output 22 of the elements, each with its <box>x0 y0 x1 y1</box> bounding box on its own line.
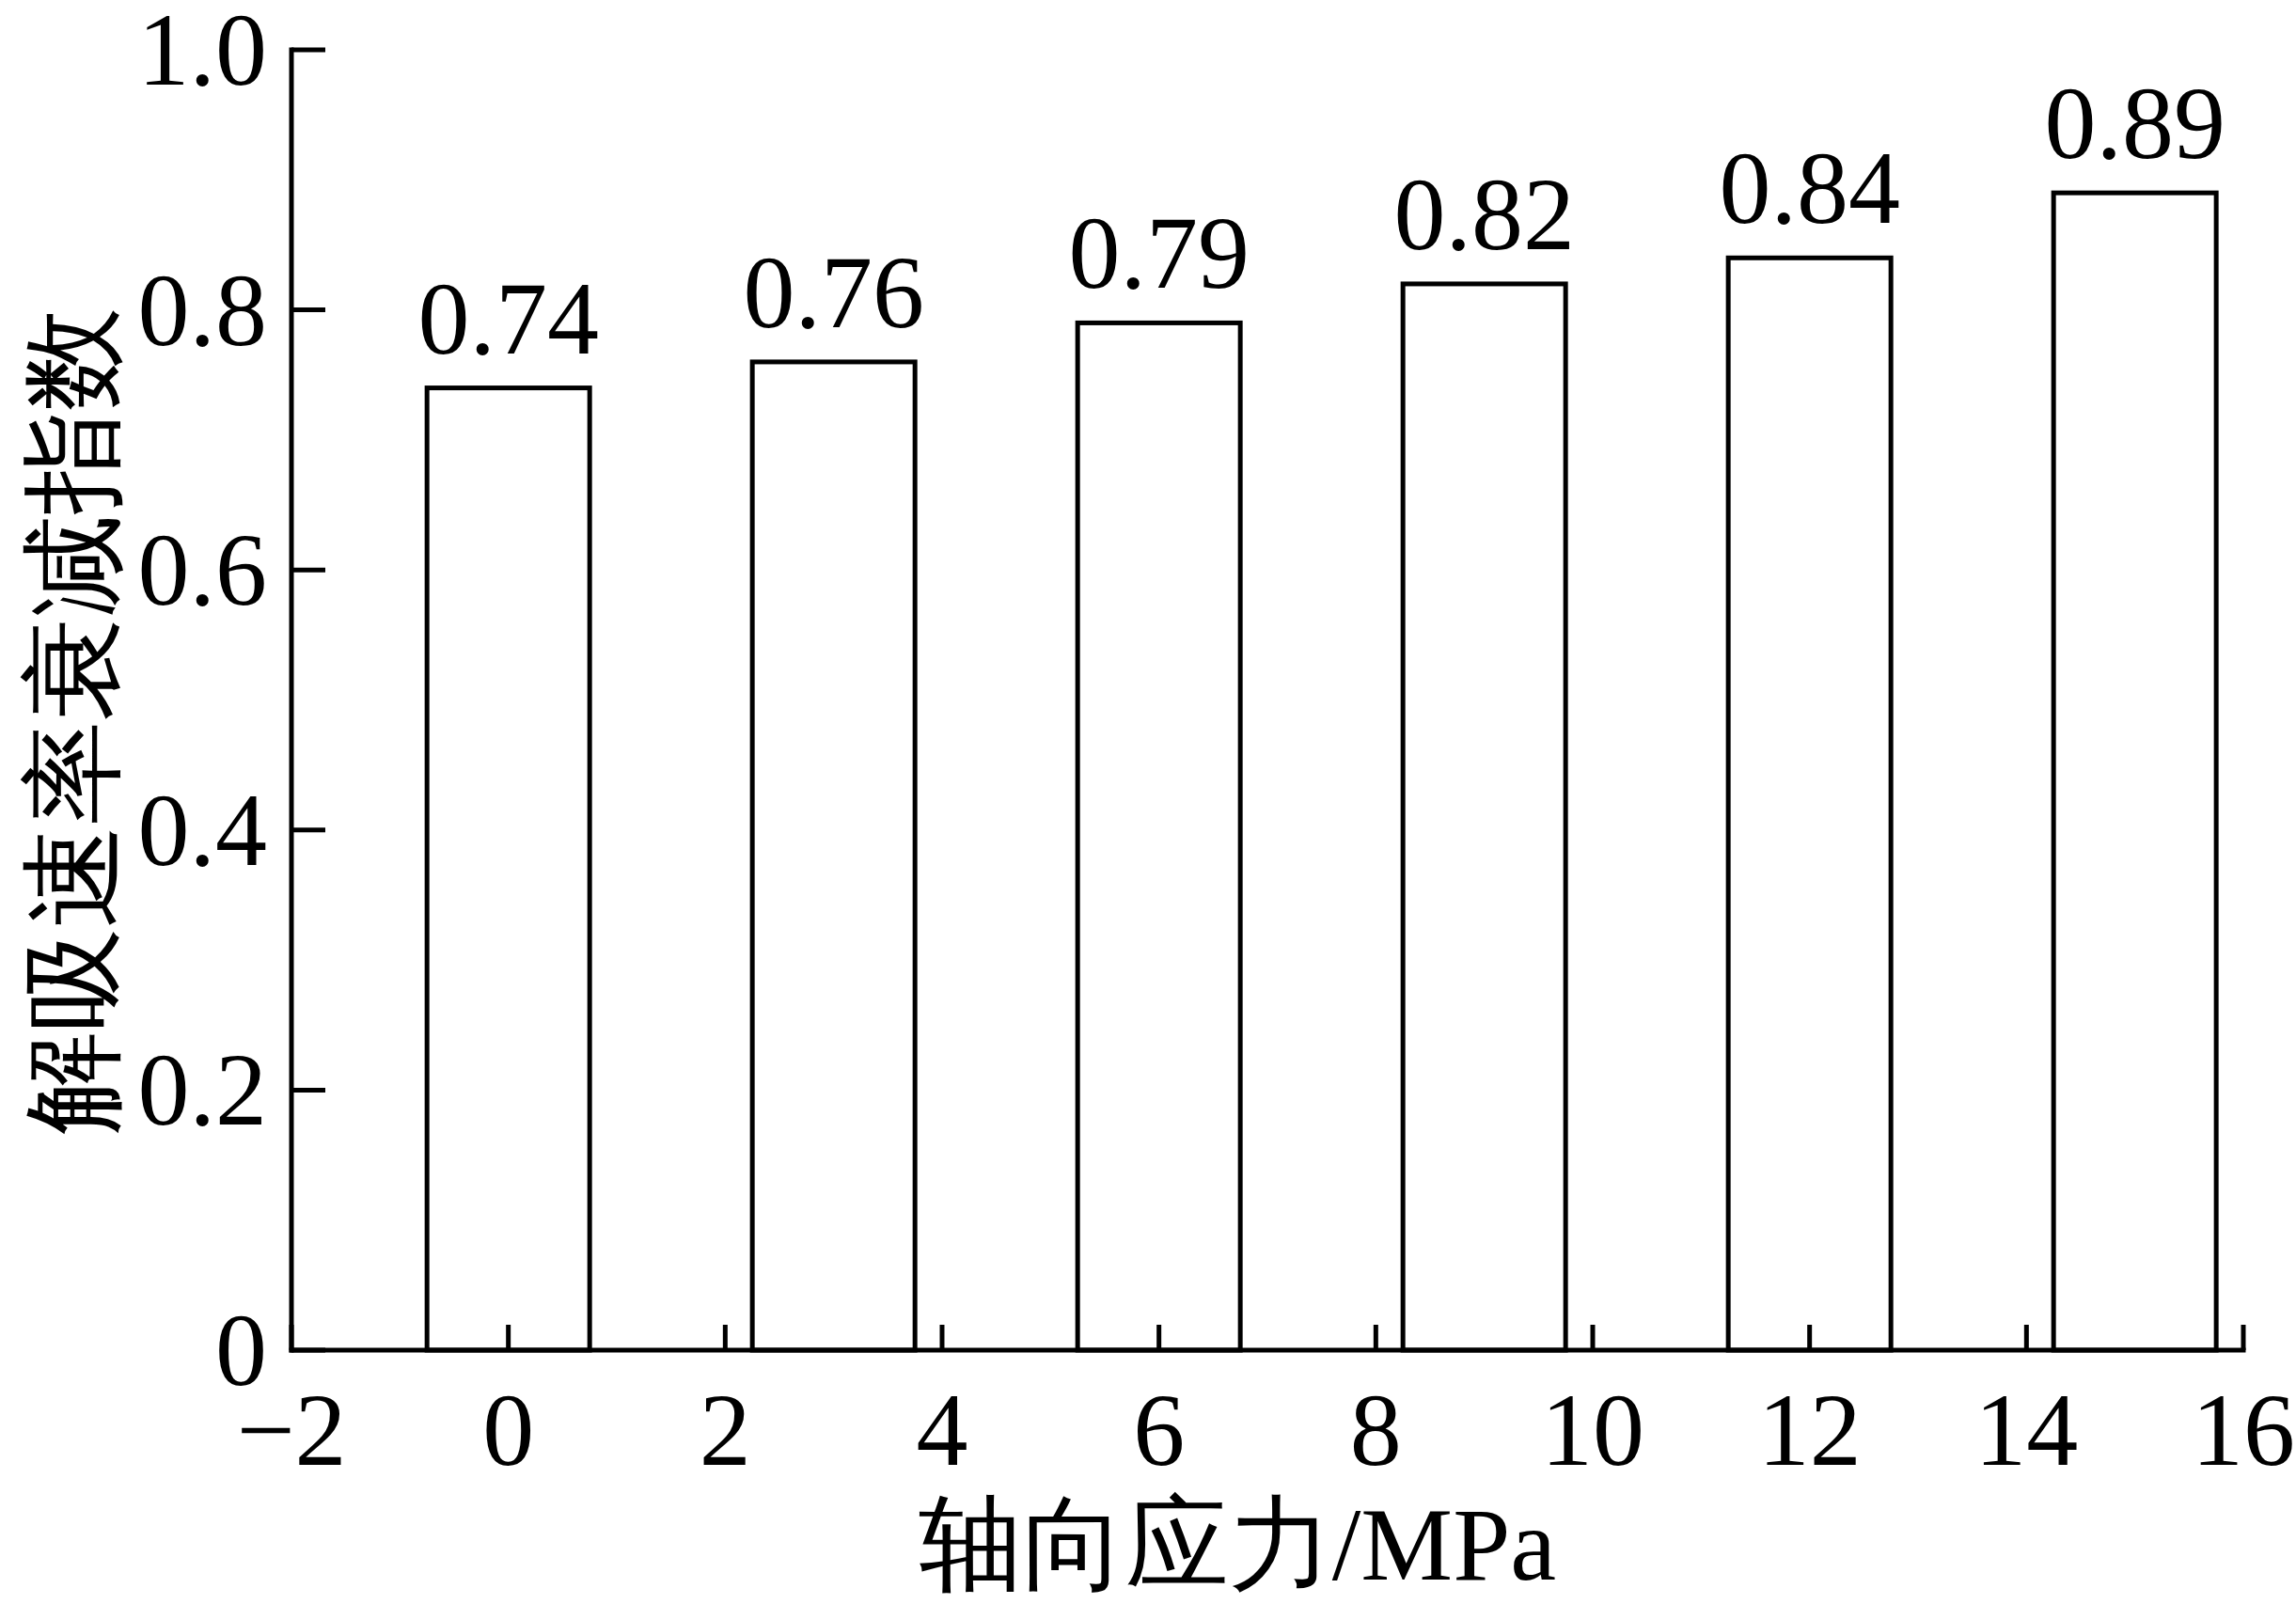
y-tick-label: 0.8 <box>137 252 267 368</box>
x-tick-label: 4 <box>916 1373 968 1487</box>
y-tick-label: 0.4 <box>137 772 267 888</box>
x-tick-label: 10 <box>1541 1373 1644 1487</box>
x-tick-label: 12 <box>1757 1373 1862 1487</box>
x-tick-label: 0 <box>482 1373 535 1487</box>
data-label: 0.79 <box>1068 196 1250 311</box>
y-tick-label: 0.2 <box>137 1032 267 1148</box>
data-label: 0.82 <box>1393 156 1575 272</box>
y-tick-label: 0.6 <box>137 512 267 628</box>
x-axis-title: 轴向应力/MPa <box>918 1487 1557 1602</box>
x-tick-label: 8 <box>1349 1373 1402 1487</box>
data-label: 0.74 <box>417 260 599 376</box>
data-label: 0.84 <box>1719 131 1900 246</box>
x-tick-label: 16 <box>2192 1373 2295 1487</box>
y-tick-label: 1.0 <box>137 0 267 107</box>
x-tick-label: 6 <box>1133 1373 1186 1487</box>
x-tick-label: 14 <box>1974 1373 2079 1487</box>
data-label: 0.76 <box>743 234 924 350</box>
data-label: 0.89 <box>2044 66 2225 181</box>
y-axis-title: 解吸速率衰减指数 <box>16 307 131 1135</box>
x-tick-label: 2 <box>699 1373 751 1487</box>
